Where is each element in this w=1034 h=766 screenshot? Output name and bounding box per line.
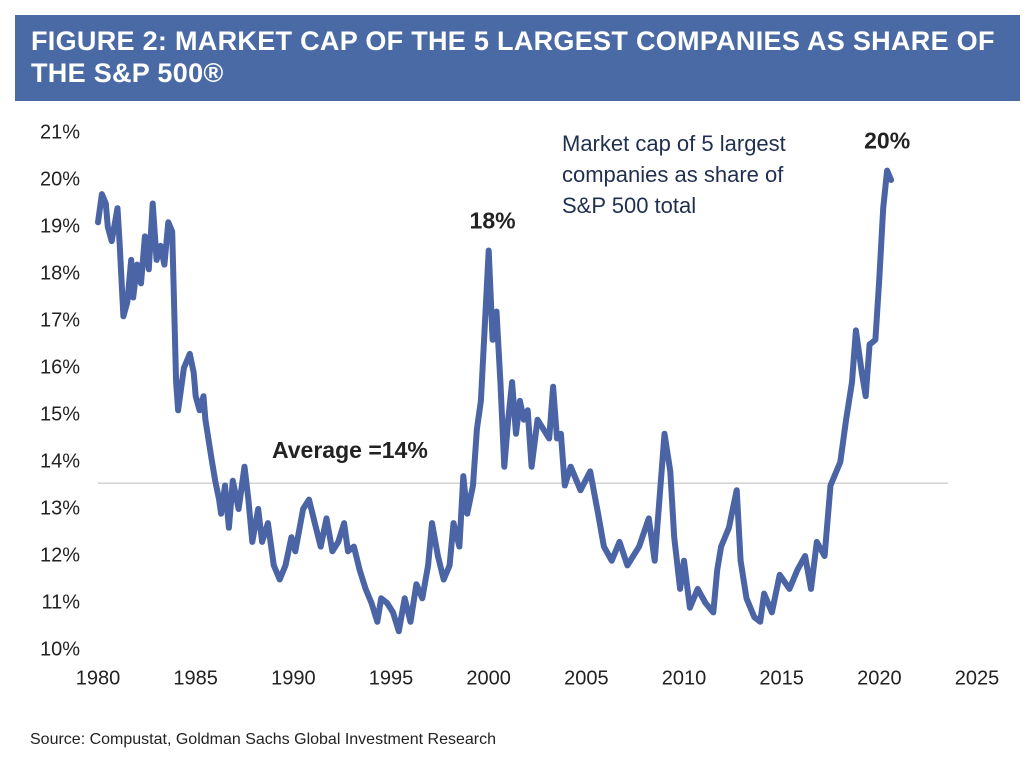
y-tick-label: 18% (40, 262, 80, 284)
series-line (95, 167, 895, 635)
y-tick-label: 20% (40, 168, 80, 190)
x-tick-label: 2005 (564, 667, 609, 689)
annotation: 20% (864, 128, 910, 154)
y-tick-label: 17% (40, 309, 80, 331)
x-tick-label: 2000 (466, 667, 511, 689)
y-tick-label: 11% (41, 591, 80, 613)
x-tick-label: 1995 (369, 667, 414, 689)
y-tick-label: 14% (40, 450, 80, 472)
x-tick-label: 2010 (662, 667, 707, 689)
x-tick-label: 2025 (955, 667, 1000, 689)
x-tick-label: 1980 (76, 667, 121, 689)
y-tick-label: 19% (40, 215, 80, 237)
x-tick-label: 2020 (857, 667, 902, 689)
chart-title: FIGURE 2: MARKET CAP OF THE 5 LARGEST CO… (15, 15, 1020, 101)
y-tick-label: 12% (40, 544, 80, 566)
x-tick-label: 2015 (759, 667, 804, 689)
legend-entry: Market cap of 5 largest companies as sha… (562, 131, 786, 218)
y-tick-label: 16% (40, 356, 80, 378)
annotation: 18% (470, 208, 516, 234)
x-tick-label: 1985 (173, 667, 218, 689)
y-tick-label: 15% (40, 403, 80, 425)
y-tick-label: 10% (40, 638, 80, 660)
average-label: Average =14% (272, 437, 428, 463)
source-note: Source: Compustat, Goldman Sachs Global … (30, 731, 496, 748)
x-tick-label: 1990 (271, 667, 316, 689)
y-tick-label: 13% (40, 497, 80, 519)
y-tick-label: 21% (40, 121, 80, 143)
